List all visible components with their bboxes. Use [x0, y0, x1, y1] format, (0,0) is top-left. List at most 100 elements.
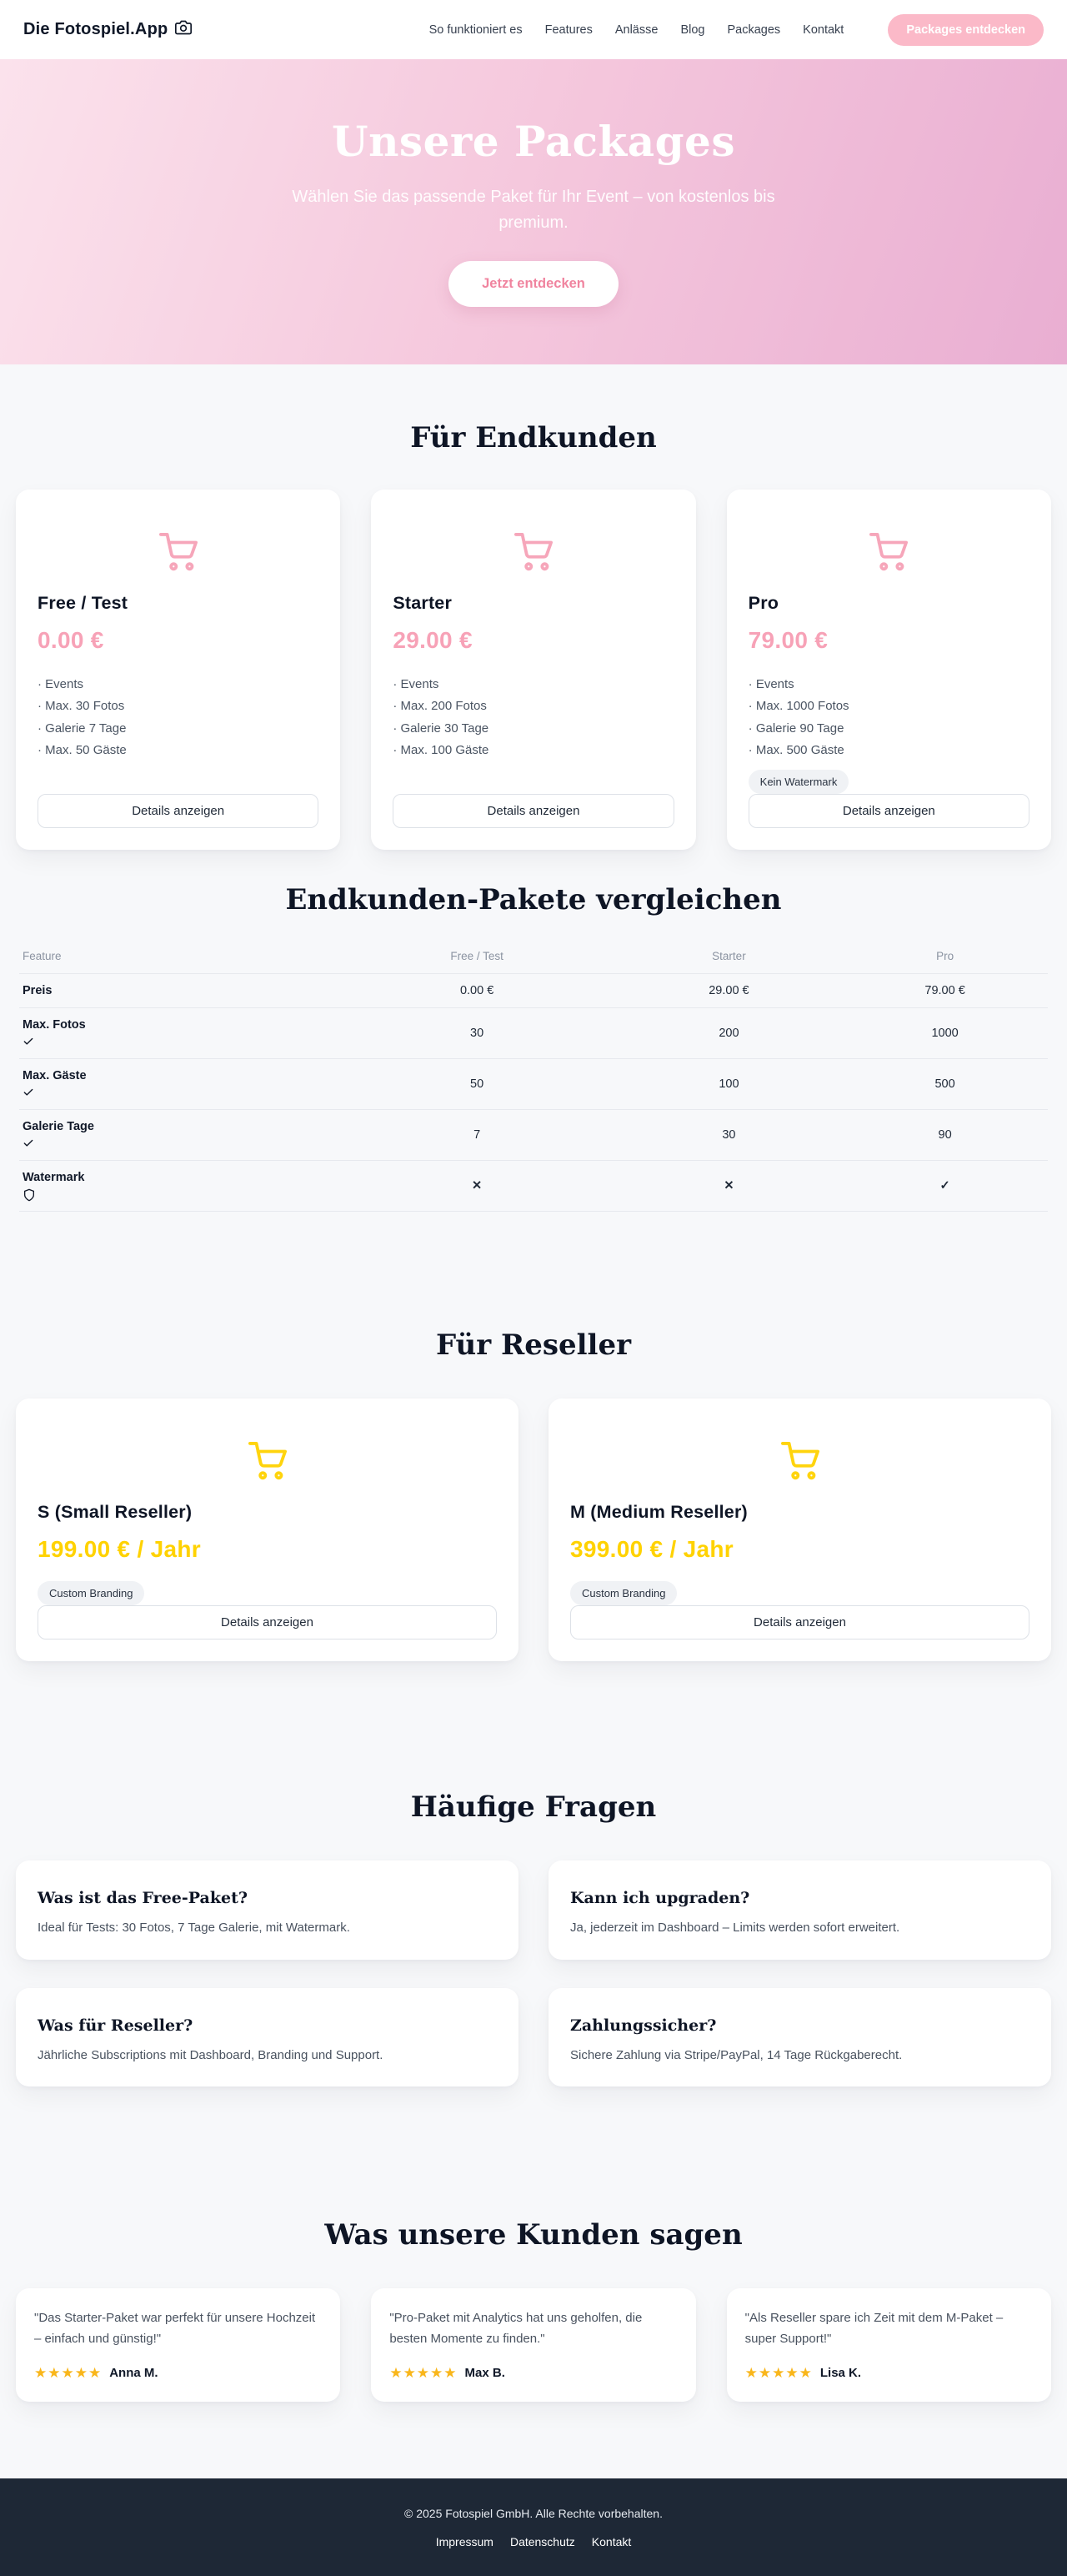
hero-subtitle: Wählen Sie das passende Paket für Ihr Ev… [292, 188, 775, 232]
nav-anlaesse[interactable]: Anlässe [614, 23, 659, 37]
testimonial-quote: "Als Reseller spare ich Zeit mit dem M-P… [744, 2311, 1004, 2346]
nav-kontakt[interactable]: Kontakt [803, 23, 844, 37]
testimonial-card: "Pro-Paket mit Analytics hat uns geholfe… [371, 2288, 696, 2402]
nav-features[interactable]: Features [544, 23, 593, 37]
section-vergleich: Endkunden-Pakete vergleichen Feature Fre… [0, 883, 1067, 1212]
check-icon [23, 1137, 335, 1150]
footer-link-kontakt[interactable]: Kontakt [591, 2534, 632, 2548]
testimonial-name: Max B. [464, 2366, 505, 2380]
details-anzeigen-button[interactable]: Details anzeigen [393, 794, 674, 828]
plan-feature: Max. 1000 Fotos [749, 695, 1029, 717]
col-header-feature: Feature [19, 940, 338, 974]
faq-item: Kann ich upgraden? Ja, jederzeit im Dash… [549, 1860, 1051, 1960]
nav-blog[interactable]: Blog [680, 23, 705, 37]
faq-heading: Häufige Fragen [410, 1790, 657, 1824]
vergleich-heading: Endkunden-Pakete vergleichen [285, 883, 782, 916]
plan-card-free: Free / Test 0.00 € Events Max. 30 Fotos … [16, 490, 341, 850]
cell-value: 200 [615, 1007, 843, 1059]
logo-text: Die Fotospiel.App [23, 20, 168, 38]
plan-card-reseller-m: M (Medium Reseller) 399.00 € / Jahr Cust… [549, 1398, 1051, 1661]
faq-item: Was für Reseller? Jährliche Subscription… [16, 1987, 518, 2086]
faq-answer: Ideal für Tests: 30 Fotos, 7 Tage Galeri… [38, 1921, 350, 1935]
faq-answer: Sichere Zahlung via Stripe/PayPal, 14 Ta… [570, 2047, 903, 2062]
plan-feature: Galerie 30 Tage [393, 718, 674, 740]
col-header-free-test: Free / Test [338, 940, 616, 974]
plan-feature: Max. 200 Fotos [393, 695, 674, 717]
faq-question: Was für Reseller? [38, 2016, 193, 2035]
section-testimonials: Was unsere Kunden sagen "Das Starter-Pak… [0, 2218, 1067, 2402]
logo[interactable]: Die Fotospiel.App [23, 19, 193, 41]
col-header-starter: Starter [615, 940, 843, 974]
testimonial-name: Lisa K. [819, 2366, 862, 2380]
table-row: Galerie Tage 7 30 90 [19, 1109, 1048, 1161]
plan-feature: Galerie 90 Tage [749, 718, 1029, 740]
testimonial-card: "Als Reseller spare ich Zeit mit dem M-P… [726, 2288, 1051, 2402]
plan-feature: Events [38, 674, 318, 695]
table-row: Max. Fotos 30 200 1000 [19, 1007, 1048, 1059]
nav-packages[interactable]: Packages [727, 23, 781, 37]
plan-card-pro: Pro 79.00 € Events Max. 1000 Fotos Galer… [726, 490, 1051, 850]
plan-card-starter: Starter 29.00 € Events Max. 200 Fotos Ga… [371, 490, 696, 850]
testimonial-quote: "Das Starter-Paket war perfekt für unser… [34, 2311, 316, 2346]
footer-link-impressum[interactable]: Impressum [435, 2534, 493, 2548]
plan-features: Events Max. 1000 Fotos Galerie 90 Tage M… [749, 674, 1029, 761]
check-icon [23, 1036, 335, 1048]
reseller-heading: Für Reseller [435, 1328, 632, 1362]
top-nav: Die Fotospiel.App So funktioniert es Fea… [0, 0, 1067, 59]
row-label-preis: Preis [23, 984, 53, 997]
cart-icon [749, 533, 1029, 571]
kein-watermark-badge: Kein Watermark [748, 770, 849, 794]
cell-value: 29.00 € [615, 973, 843, 1008]
details-anzeigen-button[interactable]: Details anzeigen [38, 794, 319, 828]
plan-price: 399.00 € / Jahr [570, 1536, 734, 1562]
x-mark: ✕ [338, 1160, 616, 1212]
custom-branding-badge: Custom Branding [570, 1581, 678, 1605]
table-row: Max. Gäste 50 100 500 [19, 1058, 1048, 1110]
cell-value: 90 [842, 1109, 1048, 1161]
plan-features: Events Max. 200 Fotos Galerie 30 Tage Ma… [393, 674, 674, 761]
details-anzeigen-button[interactable]: Details anzeigen [570, 1605, 1029, 1640]
cart-icon [38, 1442, 497, 1480]
testimonial-name: Anna M. [109, 2366, 158, 2380]
details-anzeigen-button[interactable]: Details anzeigen [748, 794, 1029, 828]
footer-link-datenschutz[interactable]: Datenschutz [509, 2534, 575, 2548]
plan-name: S (Small Reseller) [38, 1502, 193, 1522]
cell-value: 1000 [842, 1007, 1048, 1059]
plan-price: 199.00 € / Jahr [38, 1536, 201, 1562]
plan-feature: Max. 30 Fotos [38, 695, 318, 717]
details-anzeigen-button[interactable]: Details anzeigen [38, 1605, 497, 1640]
table-row: Watermark ✕ ✕ ✓ [19, 1160, 1048, 1212]
custom-branding-badge: Custom Branding [38, 1581, 145, 1605]
shield-icon [23, 1188, 335, 1202]
col-header-pro: Pro [842, 940, 1048, 974]
nav-so-funktioniert-es[interactable]: So funktioniert es [428, 23, 523, 37]
plan-card-reseller-s: S (Small Reseller) 199.00 € / Jahr Custo… [16, 1398, 518, 1661]
faq-question: Kann ich upgraden? [570, 1889, 750, 1907]
cell-value: 79.00 € [842, 973, 1048, 1008]
main-nav: So funktioniert es Features Anlässe Blog… [428, 13, 1044, 46]
copyright-text: © 2025 Fotospiel GmbH. Alle Rechte vorbe… [404, 2506, 663, 2520]
packages-entdecken-button[interactable]: Packages entdecken [888, 13, 1044, 46]
check-mark: ✓ [842, 1160, 1048, 1212]
faq-item: Zahlungssicher? Sichere Zahlung via Stri… [549, 1987, 1051, 2086]
hero-title: Unsere Packages [331, 117, 736, 166]
plan-name: Pro [748, 593, 779, 613]
faq-question: Zahlungssicher? [570, 2016, 717, 2035]
x-mark: ✕ [615, 1160, 843, 1212]
star-rating-icon: ★★★★★ [34, 2364, 103, 2381]
testimonial-card: "Das Starter-Paket war perfekt für unser… [16, 2288, 341, 2402]
row-label-max-fotos: Max. Fotos [23, 1018, 86, 1032]
cell-value: 100 [615, 1058, 843, 1110]
faq-question: Was ist das Free-Paket? [38, 1889, 248, 1907]
footer: © 2025 Fotospiel GmbH. Alle Rechte vorbe… [0, 2478, 1067, 2576]
camera-icon [175, 19, 193, 41]
cell-value: 500 [842, 1058, 1048, 1110]
plan-feature: Max. 500 Gäste [749, 740, 1029, 761]
plan-feature: Events [393, 674, 674, 695]
cart-icon [393, 533, 674, 571]
jetzt-entdecken-button[interactable]: Jetzt entdecken [448, 261, 619, 307]
cell-value: 7 [338, 1109, 616, 1161]
cell-value: 50 [338, 1058, 616, 1110]
faq-answer: Ja, jederzeit im Dashboard – Limits werd… [570, 1921, 900, 1935]
cart-icon [570, 1442, 1029, 1480]
